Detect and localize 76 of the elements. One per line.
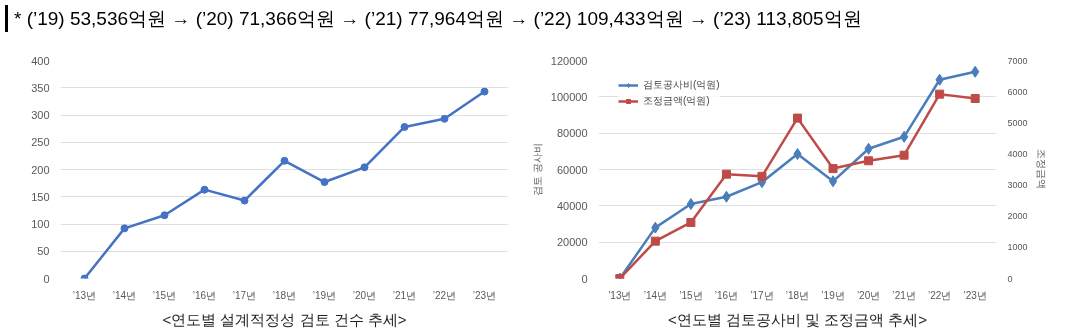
point: [160, 211, 169, 220]
point: [721, 169, 731, 179]
y2-tick-label: 4000: [1007, 148, 1028, 159]
y2-tick-label: 3000: [1007, 180, 1028, 191]
x-tick-label: ’19년: [821, 289, 845, 301]
point: [360, 163, 369, 172]
x-tick-label: ’15년: [679, 289, 703, 301]
y-tick-label: 150: [31, 190, 50, 203]
x-tick-label: ’17년: [232, 289, 257, 301]
point: [828, 175, 838, 188]
point: [935, 89, 945, 99]
point: [757, 171, 767, 181]
text: * (’19) 53,536억원 → (’20) 71,366억원 → (’21) 77,964억원 → (’22) 109,433억원 → (’23) 113,805억원: [5, 5, 862, 33]
y-tick-label: 60000: [556, 163, 588, 176]
point: [864, 156, 874, 166]
x-tick-label: ’19년: [312, 289, 337, 301]
y2-tick-label: 6000: [1007, 86, 1028, 97]
point: [793, 113, 802, 123]
y-tick-label: 40000: [556, 199, 588, 212]
y-tick-label: 200: [31, 163, 50, 176]
x-tick-label: ’21년: [892, 289, 916, 301]
legend-label: 조정금액(억원): [643, 94, 710, 108]
point: [200, 185, 209, 194]
x-tick-label: ’22년: [432, 289, 457, 301]
text: <연도별 검토공사비 및 조정금액 추세>: [667, 310, 928, 328]
x-tick-label: ’18년: [272, 289, 297, 301]
y-tick-label: 100000: [550, 90, 588, 103]
y2-axis-title: 조정금액: [1035, 149, 1047, 190]
y-tick-label: 0: [43, 272, 50, 285]
x-tick-label: ’17년: [750, 289, 774, 301]
y2-tick-label: 7000: [1007, 55, 1028, 66]
x-tick-label: ’23년: [963, 289, 987, 301]
point: [686, 217, 696, 227]
x-tick-label: ’20년: [856, 289, 881, 301]
point: [480, 87, 489, 96]
y-tick-label: 250: [31, 136, 50, 149]
y2-tick-label: 5000: [1007, 117, 1028, 128]
point: [280, 156, 289, 165]
point: [899, 150, 909, 160]
y-tick-label: 400: [31, 54, 50, 67]
y-axis-title: 검토 공사비: [531, 143, 543, 196]
legend-label: 검토공사비(억원): [643, 78, 720, 92]
x-tick-label: ’13년: [608, 289, 632, 301]
x-tick-label: ’16년: [714, 289, 739, 301]
point: [899, 130, 909, 143]
x-tick-label: ’14년: [643, 289, 668, 301]
x-tick-label: ’20년: [352, 289, 377, 301]
x-tick-label: ’15년: [152, 289, 177, 301]
point: [650, 236, 660, 246]
point: [440, 114, 449, 123]
y-tick-label: 100: [31, 218, 50, 230]
x-tick-label: ’13년: [72, 289, 97, 301]
y-tick-label: 120000: [550, 54, 588, 67]
y-tick-label: 350: [31, 81, 50, 94]
x-tick-label: ’22년: [927, 289, 952, 301]
y-tick-label: 0: [581, 272, 588, 285]
point: [970, 93, 980, 103]
point: [400, 123, 409, 131]
point: [120, 224, 129, 233]
x-tick-label: ’14년: [112, 289, 137, 301]
y-tick-label: 20000: [556, 236, 588, 249]
y2-tick-label: 0: [1007, 273, 1013, 284]
y-tick-label: 80000: [556, 127, 588, 140]
x-tick-label: ’16년: [192, 289, 217, 301]
x-tick-label: ’23년: [472, 289, 497, 301]
point: [686, 198, 696, 211]
x-tick-label: ’21년: [392, 289, 417, 301]
point: [320, 178, 329, 187]
point: [828, 164, 838, 174]
text: <연도별 설계적정성 검토 건수 추세>: [162, 310, 407, 328]
point: [240, 196, 249, 205]
y2-tick-label: 1000: [1007, 242, 1028, 253]
y2-tick-label: 2000: [1007, 211, 1028, 222]
x-tick-label: ’18년: [785, 289, 810, 301]
y-tick-label: 50: [37, 245, 50, 258]
y-tick-label: 300: [31, 109, 50, 121]
